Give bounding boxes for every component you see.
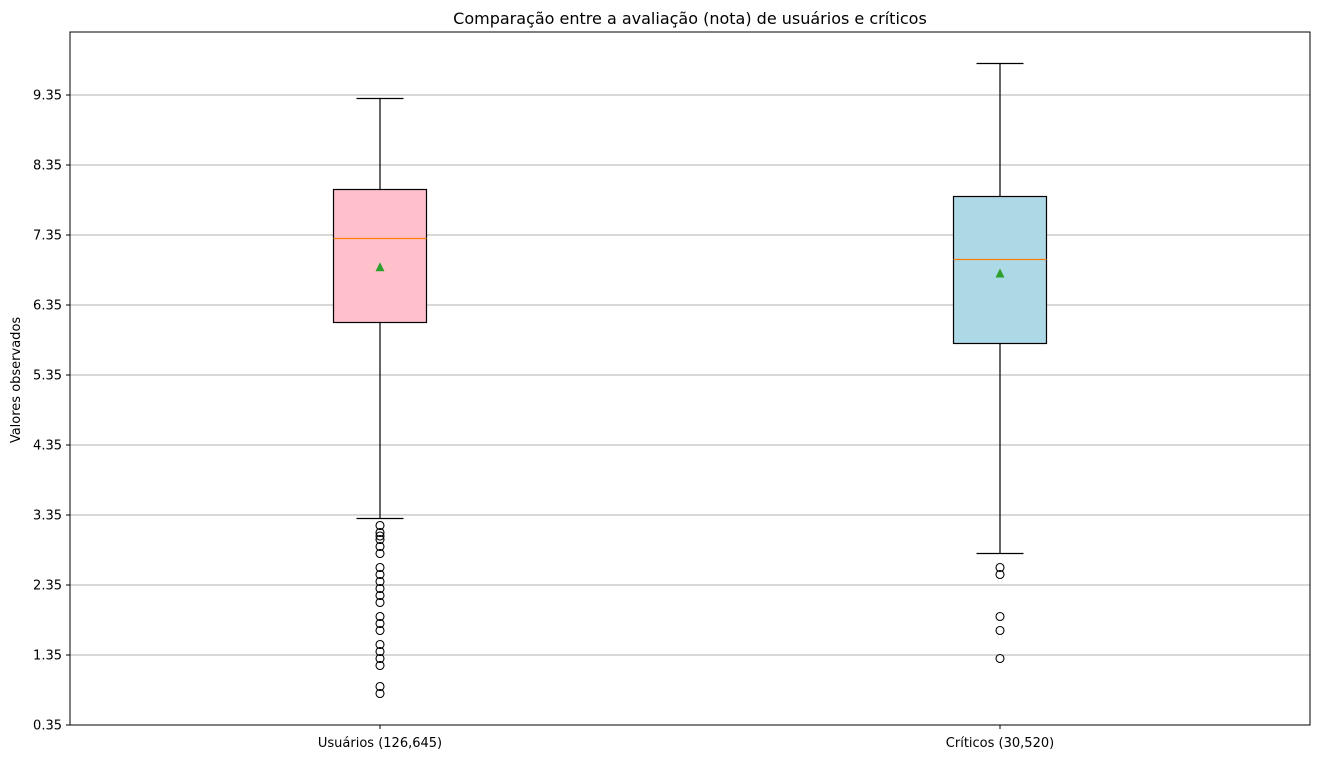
outlier-point [375,583,385,594]
outlier-point [995,611,1005,622]
outlier-point [375,625,385,636]
outlier-point [375,639,385,650]
outlier-point [375,548,385,559]
chart-title: Comparação entre a avaliação (nota) de u… [453,9,927,28]
y-tick-label: 0.35 [33,719,62,734]
outlier-point [375,527,385,538]
outlier-point [995,625,1005,636]
y-tick-label: 3.35 [33,509,62,524]
mean-marker [375,262,385,272]
y-tick-label: 7.35 [33,229,62,244]
outlier-point [375,597,385,608]
outlier-point [375,611,385,622]
outlier-point [375,660,385,671]
outlier-point [375,646,385,657]
outlier-point [375,618,385,629]
outlier-point [375,531,385,541]
outlier-point [375,653,385,664]
outlier-point [375,681,385,692]
outlier-point [375,541,385,552]
outlier-point [375,576,385,587]
y-tick-label: 4.35 [33,439,62,454]
iqr-box [332,188,428,324]
mean-marker [995,268,1005,278]
boxes [332,62,1048,699]
x-tick-label: Usuários (126,645) [318,736,442,751]
outlier-point [375,569,385,580]
grid-lines [70,94,1310,656]
outlier-point [995,562,1005,573]
axes: 0.35 1.35 2.35 3.35 4.35 5.35 6.35 7.35 8.35 9.35… [33,89,1054,752]
y-tick-label: 2.35 [33,579,62,594]
outlier-point [995,569,1005,580]
outlier-point [375,520,385,531]
y-tick-label: 8.35 [33,159,62,174]
y-tick-label: 1.35 [33,649,62,664]
outlier-point [375,688,385,699]
outlier-point [995,653,1005,664]
outlier-point [375,590,385,601]
box-series [952,62,1048,664]
x-tick-label: Críticos (30,520) [946,736,1054,751]
y-tick-label: 6.35 [33,299,62,314]
y-axis-label: Valores observados [9,317,24,444]
plot-frame [69,31,1311,726]
y-tick-label: 9.35 [33,89,62,104]
box-series [332,97,428,699]
outlier-point [375,562,385,573]
outlier-point [375,534,385,545]
y-tick-label: 5.35 [33,369,62,384]
